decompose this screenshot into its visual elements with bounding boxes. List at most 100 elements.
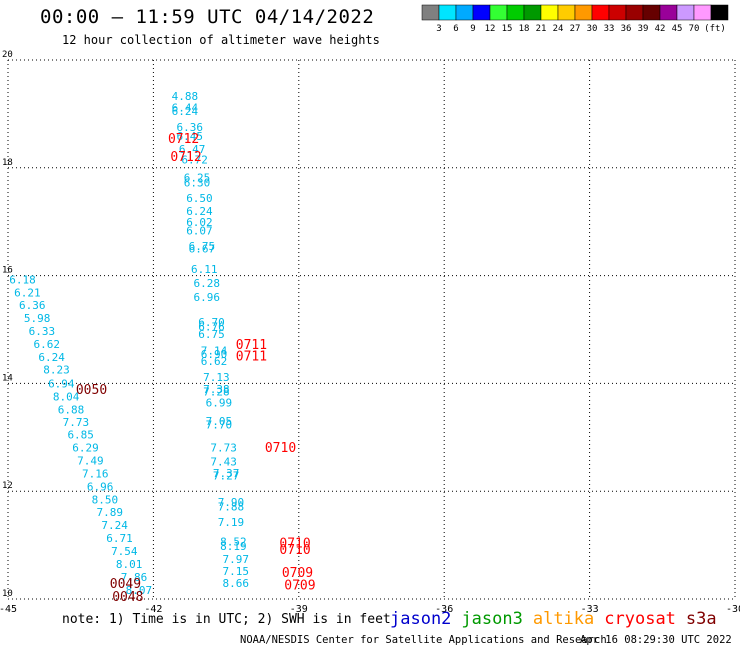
swh-value-label: 7.54 (111, 545, 138, 558)
time-label: 0712 (170, 150, 201, 165)
color-scale-label: (ft) (704, 24, 726, 34)
color-scale-label: 27 (570, 24, 581, 34)
y-tick-label: 16 (2, 266, 13, 276)
time-label: 0049 (110, 577, 141, 592)
swh-value-label: 6.24 (38, 351, 65, 364)
swh-value-label: 7.27 (213, 470, 240, 483)
swh-value-label: 6.24 (172, 105, 199, 118)
swh-value-label: 7.24 (101, 519, 128, 532)
color-scale-label: 39 (638, 24, 649, 34)
color-scale-swatch (506, 4, 525, 21)
x-tick-label: -39 (290, 604, 308, 615)
swh-value-label: 6.90 (201, 348, 228, 361)
swh-value-label: 6.25 (184, 172, 211, 185)
time-label: 0710 (279, 536, 310, 551)
y-tick-label: 20 (2, 50, 13, 60)
color-scale-label: 3 (436, 24, 441, 34)
color-scale-swatch (421, 4, 440, 21)
satellite-jason3-label: jason3 (461, 609, 523, 629)
color-scale-swatch (438, 4, 457, 21)
color-scale-swatch (540, 4, 559, 21)
x-tick-label: -45 (0, 604, 17, 615)
swh-value-label: 8.19 (220, 540, 247, 553)
swh-value-label: 6.71 (106, 532, 133, 545)
swh-value-label: 7.90 (218, 496, 245, 509)
satellite-legend: jason2 jason3 altika cryosat s3a (390, 609, 727, 629)
swh-value-label: 7.13 (203, 371, 230, 384)
color-scale-label: 36 (621, 24, 632, 34)
swh-value-label: 5.98 (24, 312, 51, 325)
swh-value-label: 7.16 (82, 467, 109, 480)
time-label: 0709 (284, 578, 315, 593)
color-scale-swatch (523, 4, 542, 21)
time-label: 0709 (282, 566, 313, 581)
color-scale-label: 21 (536, 24, 547, 34)
swh-value-label: 8.01 (116, 558, 143, 571)
swh-value-label: 7.14 (201, 345, 228, 358)
time-label: 0711 (236, 338, 267, 353)
swh-value-label: 8.52 (220, 535, 247, 548)
satellite-s3a-label: s3a (685, 609, 717, 629)
swh-value-label: 6.70 (198, 316, 225, 329)
color-scale-label: 12 (485, 24, 496, 34)
swh-value-label: 6.47 (179, 143, 206, 156)
color-scale-swatch (489, 4, 508, 21)
swh-value-label: 6.45 (177, 130, 204, 143)
swh-value-label: 7.70 (206, 418, 233, 431)
color-scale-swatch (710, 4, 729, 21)
swh-value-label: 8.07 (126, 584, 153, 597)
swh-value-label: 8.23 (43, 363, 70, 376)
swh-value-label: 8.50 (92, 493, 119, 506)
swh-value-label: 6.44 (172, 101, 199, 114)
swh-value-label: 6.88 (58, 403, 85, 416)
y-tick-label: 14 (2, 373, 13, 383)
y-tick-label: 10 (2, 589, 13, 599)
swh-value-label: 7.73 (210, 442, 237, 455)
swh-value-label: 7.28 (203, 385, 230, 398)
color-scale-swatch (659, 4, 678, 21)
time-label: 0710 (265, 441, 296, 456)
color-scale-swatch (693, 4, 712, 21)
satellite-jason2-label: jason2 (390, 609, 452, 629)
swh-value-label: 6.30 (184, 176, 211, 189)
swh-value-label: 7.89 (97, 506, 124, 519)
color-scale-swatch (625, 4, 644, 21)
swh-value-label: 6.36 (19, 299, 46, 312)
swh-value-label: 6.72 (181, 154, 208, 167)
color-scale-swatch (642, 4, 661, 21)
swh-value-label: 6.28 (193, 277, 220, 290)
swh-value-label: 6.94 (48, 377, 75, 390)
time-label: 0050 (76, 383, 107, 398)
swh-value-label: 6.96 (193, 291, 220, 304)
time-label: 0048 (112, 590, 143, 605)
time-label: 0710 (279, 543, 310, 558)
swh-value-label: 8.04 (53, 390, 80, 403)
color-scale-label: 42 (655, 24, 666, 34)
swh-value-label: 6.75 (189, 240, 216, 253)
color-scale-swatch (472, 4, 491, 21)
swh-value-label: 6.96 (87, 480, 114, 493)
color-scale-swatch (676, 4, 695, 21)
x-tick-label: -42 (144, 604, 162, 615)
swh-value-label: 7.15 (223, 565, 250, 578)
swh-value-label: 6.50 (186, 192, 213, 205)
satellite-cryosat-label: cryosat (604, 609, 676, 629)
x-tick-label: -30 (726, 604, 740, 615)
color-scale-label: 30 (587, 24, 598, 34)
y-tick-label: 18 (2, 158, 13, 168)
satellite-altika-label: altika (532, 609, 595, 629)
swh-value-label: 6.36 (177, 121, 204, 134)
swh-value-label: 6.07 (186, 224, 213, 237)
color-scale-swatch (455, 4, 474, 21)
swh-value-label: 6.67 (189, 243, 216, 256)
swh-value-label: 6.76 (198, 320, 225, 333)
swh-value-label: 6.18 (9, 273, 36, 286)
swh-value-label: 6.24 (186, 205, 213, 218)
x-tick-label: -33 (581, 604, 599, 615)
swh-value-label: 7.97 (223, 553, 250, 566)
color-scale-label: 15 (502, 24, 513, 34)
swh-value-label: 6.62 (201, 355, 228, 368)
color-scale-swatch (608, 4, 627, 21)
color-scale-label: 45 (672, 24, 683, 34)
